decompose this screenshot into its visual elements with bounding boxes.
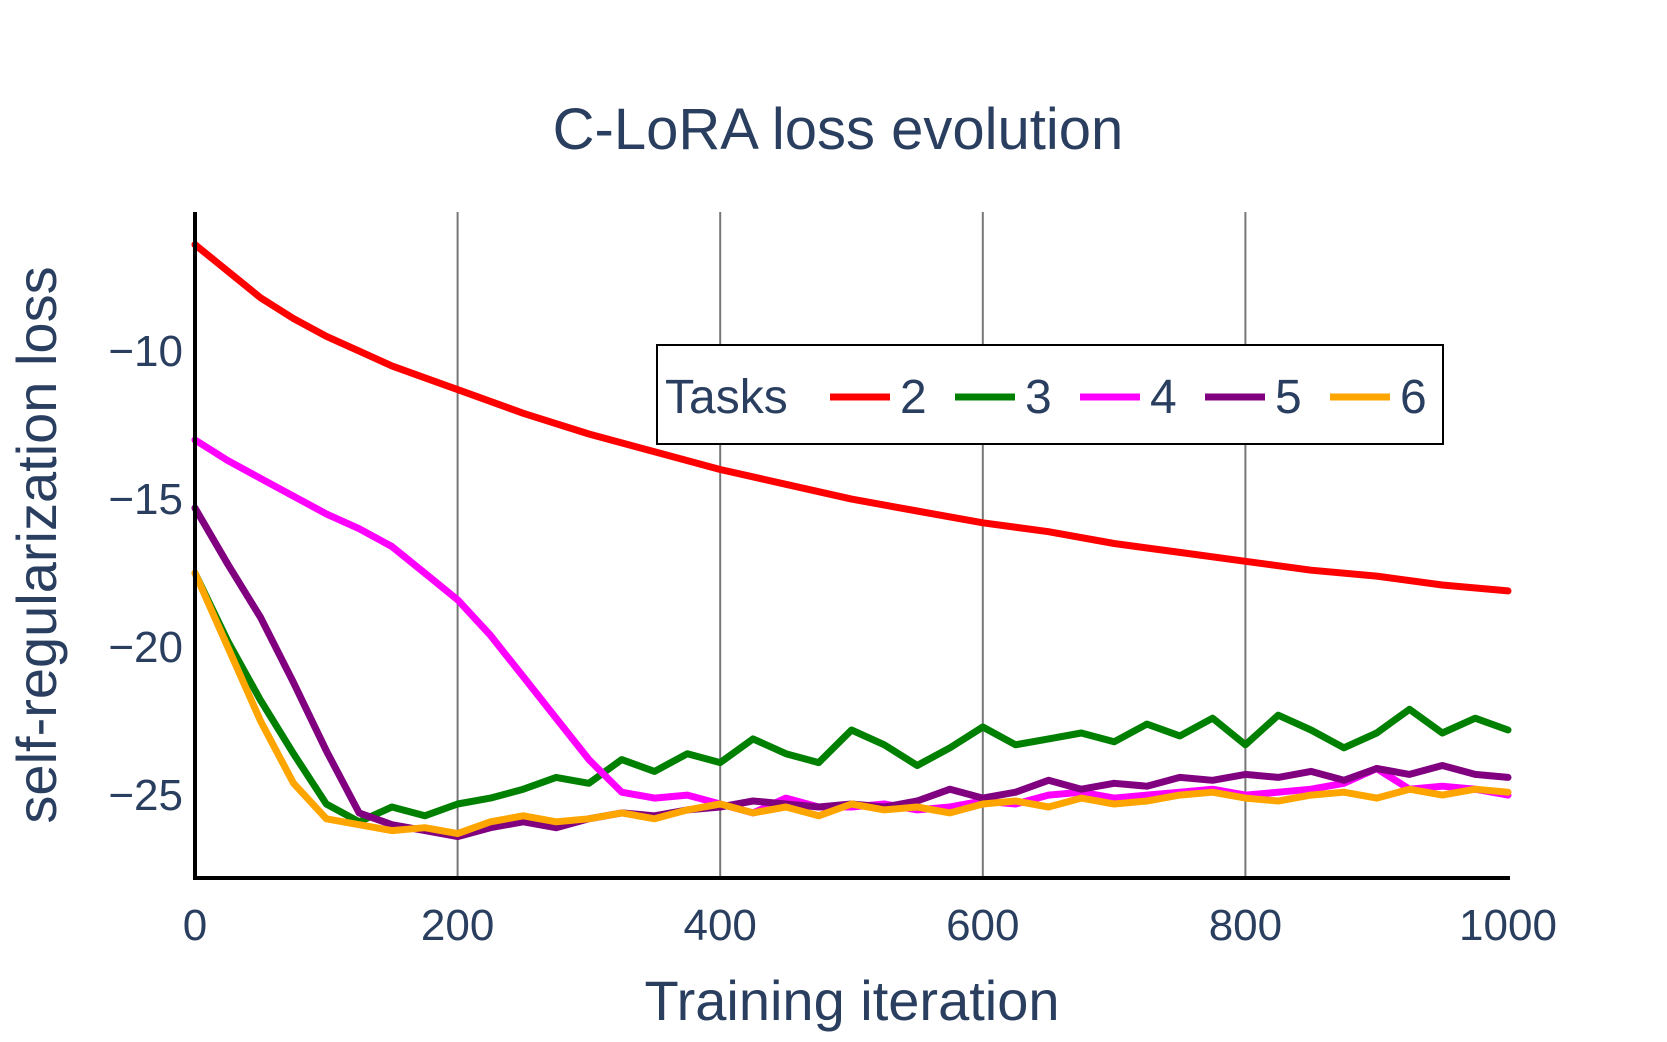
series-lines (191, 241, 1512, 841)
series-line-3 (191, 569, 1512, 826)
legend: Tasks 2 3 4 5 6 (656, 344, 1444, 445)
series-line-2 (191, 241, 1512, 595)
y-tick-labels: −10 −15 −20 −25 (108, 327, 183, 820)
legend-label-6: 6 (1400, 371, 1427, 424)
legend-items: 2 3 4 5 6 (830, 371, 1427, 424)
x-tick-label: 1000 (1459, 901, 1557, 950)
legend-label-5: 5 (1275, 371, 1302, 424)
x-tick-label: 600 (946, 901, 1019, 950)
legend-label-2: 2 (900, 371, 927, 424)
y-tick-label: −25 (108, 771, 183, 820)
legend-label-4: 4 (1150, 371, 1177, 424)
y-tick-label: −20 (108, 623, 183, 672)
x-tick-label: 0 (183, 901, 207, 950)
x-tick-labels: 0 200 400 600 800 1000 (183, 901, 1557, 950)
legend-title: Tasks (665, 371, 788, 424)
y-axis-title: self-regularization loss (5, 266, 68, 823)
y-tick-label: −15 (108, 475, 183, 524)
series-line-6 (191, 569, 1512, 838)
x-tick-label: 800 (1209, 901, 1282, 950)
chart-title: C-LoRA loss evolution (553, 97, 1124, 162)
grid-lines (456, 212, 1247, 878)
x-tick-label: 400 (683, 901, 756, 950)
axes (193, 212, 1510, 880)
x-axis-title: Training iteration (644, 969, 1059, 1032)
x-tick-label: 200 (421, 901, 494, 950)
legend-label-3: 3 (1025, 371, 1052, 424)
y-tick-label: −10 (108, 327, 183, 376)
legend-box (656, 344, 1444, 445)
